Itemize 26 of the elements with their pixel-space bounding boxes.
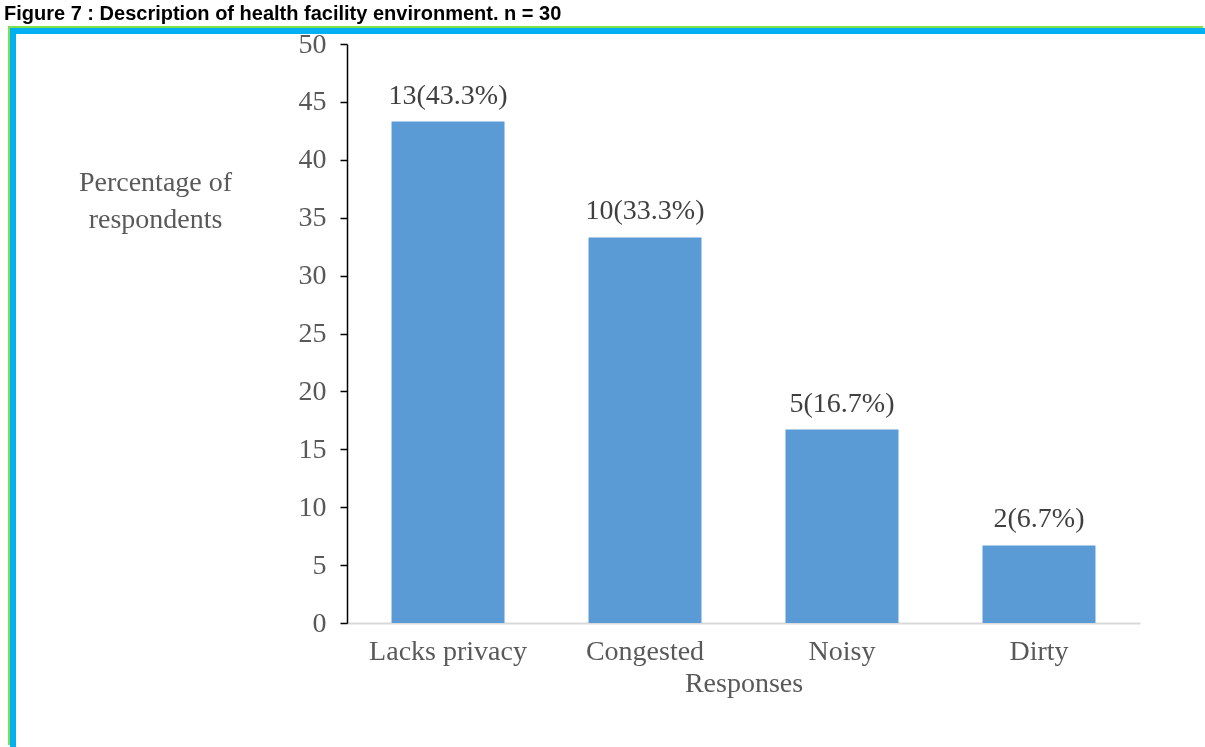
data-label: 5(16.7%) (789, 386, 895, 418)
y-tick-label: 15 (298, 432, 327, 464)
bar (982, 545, 1096, 623)
x-tick-label: Dirty (1009, 634, 1069, 666)
y-tick-label: 30 (298, 259, 327, 291)
data-label: 10(33.3%) (585, 194, 705, 226)
bar (785, 429, 899, 623)
x-axis-title: Responses (684, 666, 804, 698)
y-axis-title: Percentage of respondents (78, 165, 233, 234)
x-tick-label: Noisy (808, 634, 876, 666)
y-tick-label: 45 (298, 85, 327, 117)
y-tick-label: 50 (298, 27, 327, 59)
y-tick-label: 20 (298, 374, 327, 406)
y-tick-label: 10 (298, 490, 327, 522)
chart-title: Figure 7 : Description of health facility environment. n = 30 (4, 2, 562, 25)
data-label: 2(6.7%) (993, 502, 1085, 534)
y-tick-label: 35 (298, 201, 327, 233)
y-tick-label: 25 (298, 317, 327, 348)
bar (588, 237, 702, 623)
x-tick-label: Congested (585, 634, 705, 666)
data-label: 13(43.3%) (388, 78, 508, 110)
bar (391, 121, 505, 623)
x-tick-label: Lacks privacy (369, 634, 527, 666)
y-tick-label: 5 (312, 548, 327, 580)
y-tick-label: 0 (312, 606, 327, 638)
y-tick-label: 40 (298, 143, 327, 175)
